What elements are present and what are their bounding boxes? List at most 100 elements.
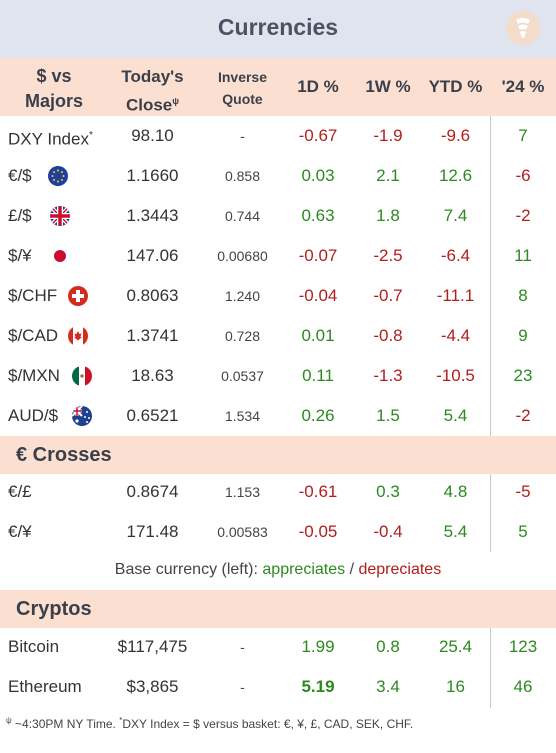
inverse-quote: 0.858: [224, 168, 261, 184]
change-1w: -0.4: [373, 522, 403, 541]
cryptos-section-header: Cryptos: [0, 590, 556, 628]
change-ytd: 7.4: [443, 206, 468, 225]
change-2024: -5: [515, 482, 531, 501]
table-row-eurjpy: €/¥ 171.48 0.00583 -0.05 -0.4 5.4 5: [0, 512, 556, 552]
pair-name: €/¥: [8, 522, 32, 541]
eu-flag-icon: [48, 166, 68, 186]
inverse-quote: -: [240, 639, 245, 655]
table-row-usdjpy: $/¥ 147.06 0.00680 -0.07 -2.5 -6.4 11: [0, 236, 556, 276]
pair-name: $/MXN: [8, 366, 60, 385]
title-bar: Currencies: [0, 0, 556, 58]
change-1d: 0.26: [301, 406, 335, 425]
change-1w: 0.3: [376, 482, 400, 501]
change-ytd: -11.1: [436, 286, 475, 305]
inverse-quote: 1.153: [224, 484, 261, 500]
change-1w: 2.1: [376, 166, 400, 185]
pair-name: €/£: [8, 482, 32, 501]
change-ytd: -6.4: [440, 246, 471, 265]
change-ytd: -9.6: [440, 126, 471, 145]
pair-name: £/$: [8, 206, 32, 225]
change-1d: 0.03: [301, 166, 335, 185]
japan-flag-icon: [50, 246, 70, 266]
close-value: 0.6521: [126, 406, 179, 425]
close-value: 98.10: [131, 126, 174, 145]
change-1d: 1.99: [301, 637, 335, 656]
change-1w: -1.9: [373, 126, 403, 145]
crypto-name: Ethereum: [8, 677, 82, 696]
close-value: 1.1660: [126, 166, 179, 185]
swiss-flag-icon: [68, 286, 88, 306]
inverse-quote: 1.240: [224, 288, 261, 304]
crypto-name: Bitcoin: [8, 637, 60, 656]
mexico-flag-icon: [72, 366, 92, 386]
change-1d: -0.05: [298, 522, 338, 541]
change-1d: 0.01: [301, 326, 335, 345]
euro-crosses-section-header: € Crosses: [0, 436, 556, 474]
change-2024: 123: [508, 637, 538, 656]
table-row-dxy: DXY Index* 98.10 - -0.67 -1.9 -9.6 7: [0, 116, 556, 156]
inverse-quote: 0.0537: [221, 368, 264, 384]
pair-name: DXY Index*: [8, 129, 93, 149]
inverse-quote: 0.00680: [217, 248, 268, 264]
change-1w: -0.7: [373, 286, 403, 305]
change-1d: 5.19: [301, 677, 335, 696]
change-2024: 46: [513, 677, 533, 696]
change-ytd: 4.8: [443, 482, 468, 501]
1w-column-header: 1W %: [365, 77, 411, 96]
change-1d: 0.63: [301, 206, 335, 225]
change-1w: 3.4: [376, 677, 400, 696]
change-2024: 5: [518, 522, 528, 541]
change-1d: 0.11: [302, 366, 334, 385]
inverse-quote: 1.534: [224, 408, 261, 424]
pair-name: €/$: [8, 166, 32, 185]
table-row-usdmxn: $/MXN 18.63 0.0537 0.11 -1.3 -10.5 23: [0, 356, 556, 396]
change-1d: -0.61: [298, 482, 338, 501]
close-value: 171.48: [126, 522, 179, 541]
change-1w: -2.5: [373, 246, 403, 265]
change-ytd: 12.6: [438, 166, 473, 185]
inverse-quote: 0.00583: [217, 524, 268, 540]
change-1d: -0.04: [298, 286, 338, 305]
change-ytd: -4.4: [440, 326, 471, 345]
table-row-bitcoin: Bitcoin $117,475 - 1.99 0.8 25.4 123: [0, 627, 556, 667]
inverse-quote: -: [240, 679, 245, 695]
change-2024: 9: [518, 326, 528, 345]
legend-appreciates: appreciates: [262, 561, 346, 578]
change-1d: -0.07: [298, 246, 338, 265]
column-header-row: $ vs Majors Today's Closeψ Inverse Quote…: [0, 58, 556, 116]
change-2024: -2: [515, 206, 531, 225]
legend-depreciates: depreciates: [358, 561, 442, 578]
page-title: Currencies: [217, 14, 339, 40]
1d-column-header: 1D %: [297, 77, 339, 96]
change-1w: 0.8: [376, 637, 400, 656]
change-1w: 1.5: [376, 406, 400, 425]
2024-column-header: '24 %: [501, 77, 545, 96]
inverse-column-header: Inverse Quote: [217, 69, 268, 107]
close-value: 0.8063: [126, 286, 179, 305]
change-2024: -6: [515, 166, 531, 185]
change-1w: -0.8: [373, 326, 403, 345]
change-ytd: 5.4: [443, 406, 468, 425]
change-ytd: 25.4: [438, 637, 473, 656]
pair-name: $/¥: [8, 246, 32, 265]
brand-logo-icon: [506, 11, 540, 45]
color-legend: Base currency (left): appreciates / depr…: [114, 561, 442, 578]
table-row-usdchf: $/CHF 0.8063 1.240 -0.04 -0.7 -11.1 8: [0, 276, 556, 316]
ytd-column-header: YTD %: [428, 77, 483, 96]
change-2024: 11: [514, 246, 532, 265]
inverse-quote: 0.728: [224, 328, 261, 344]
pair-name: AUD/$: [8, 406, 59, 425]
change-2024: 8: [518, 286, 528, 305]
pair-name: $/CAD: [8, 326, 59, 345]
table-row-eurusd: €/$ 1.1660 0.858 0.03 2.1 12.6 -6: [0, 156, 556, 196]
australia-flag-icon: [72, 406, 92, 426]
change-1d: -0.67: [298, 126, 338, 145]
close-value: 1.3443: [126, 206, 179, 225]
column-divider: [490, 628, 491, 708]
close-value: 18.63: [131, 366, 174, 385]
inverse-quote: -: [240, 128, 245, 144]
pair-column-header: $ vs Majors: [24, 66, 84, 111]
close-column-header: Today's Closeψ: [121, 67, 184, 115]
close-value: $3,865: [126, 677, 179, 696]
